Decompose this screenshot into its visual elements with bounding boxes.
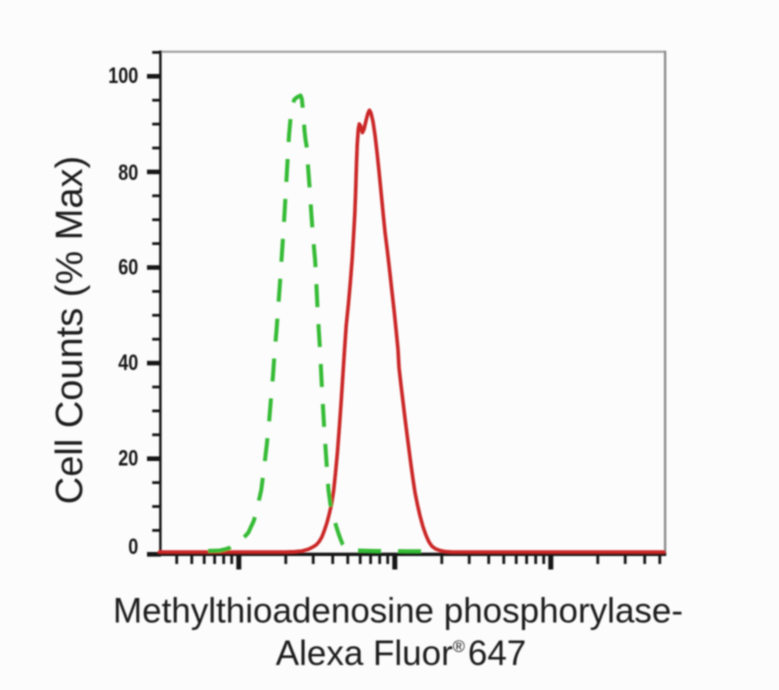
svg-text:0: 0 <box>128 535 138 559</box>
svg-text:Cell Counts (% Max): Cell Counts (% Max) <box>49 156 91 504</box>
svg-text:40: 40 <box>118 351 138 375</box>
svg-text:Alexa Fluor® 647: Alexa Fluor® 647 <box>276 634 527 673</box>
svg-text:80: 80 <box>118 161 138 185</box>
svg-text:60: 60 <box>118 256 138 280</box>
svg-text:20: 20 <box>118 447 138 471</box>
svg-text:Methylthioadenosine phosphoryl: Methylthioadenosine phosphorylase- <box>113 592 683 631</box>
svg-text:100: 100 <box>108 64 138 88</box>
